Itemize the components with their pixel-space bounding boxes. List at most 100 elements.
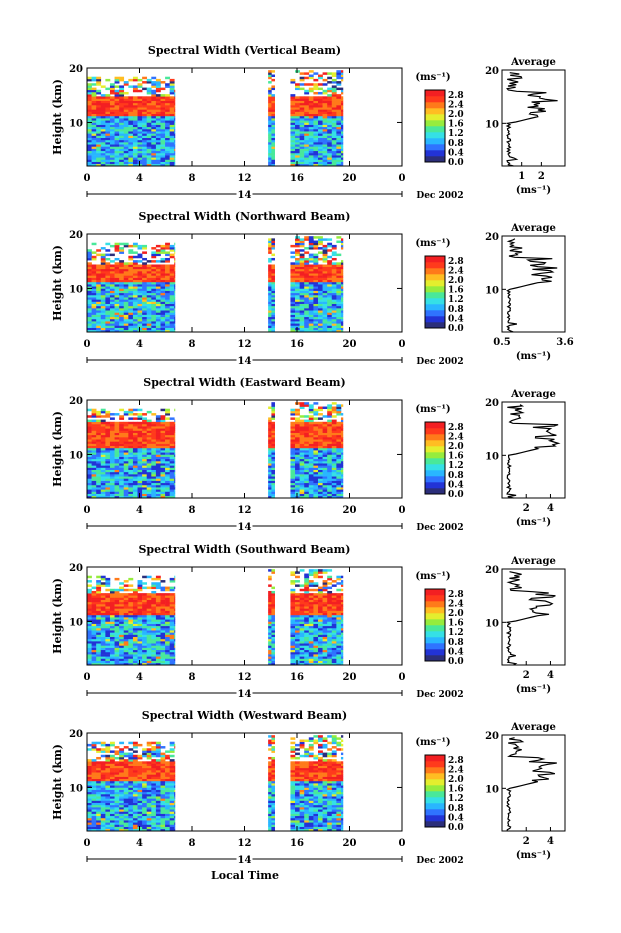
heatmap-cell <box>161 433 166 435</box>
heatmap-cell <box>290 125 295 127</box>
heatmap-cell <box>165 621 170 623</box>
heatmap-cell <box>138 645 143 647</box>
heatmap-cell <box>161 103 166 105</box>
heatmap-cell <box>268 426 272 428</box>
heatmap-cell <box>304 487 309 489</box>
heatmap-cell <box>115 286 120 288</box>
heatmap-cell <box>341 162 343 164</box>
heatmap-cell <box>142 463 147 465</box>
heatmap-cell <box>96 144 101 146</box>
heatmap-cell <box>318 474 323 476</box>
heatmap-cell <box>170 433 175 435</box>
heatmap-cell <box>147 643 152 645</box>
heatmap-cell <box>92 428 97 430</box>
heatmap-cell <box>309 98 314 100</box>
heatmap-cell <box>300 441 305 443</box>
heatmap-cell <box>119 437 124 439</box>
heatmap-cell <box>304 260 309 262</box>
heatmap-cell <box>336 485 341 487</box>
heatmap-cell <box>170 317 175 319</box>
heatmap-cell <box>87 593 92 595</box>
heatmap-cell <box>156 88 161 90</box>
heatmap-cell <box>151 422 156 424</box>
heatmap-cell <box>332 494 337 496</box>
heatmap-cell <box>323 439 328 441</box>
heatmap-cell <box>268 430 272 432</box>
heatmap-cell <box>313 474 318 476</box>
heatmap-cell <box>147 635 152 637</box>
heatmap-cell <box>101 439 106 441</box>
heatmap-cell <box>105 478 110 480</box>
heatmap-cell <box>332 129 337 131</box>
heatmap-cell <box>295 151 300 153</box>
heatmap-cell <box>96 641 101 643</box>
heatmap-cell <box>271 243 275 245</box>
heatmap-cell <box>271 463 275 465</box>
heatmap-cell <box>341 269 343 271</box>
heatmap-cell <box>313 422 318 424</box>
heatmap-cell <box>101 308 106 310</box>
heatmap-cell <box>165 98 170 100</box>
heatmap-cell <box>271 652 275 654</box>
heatmap-cell <box>156 151 161 153</box>
heatmap-cell <box>300 452 305 454</box>
heatmap-cell <box>105 267 110 269</box>
heatmap-cell <box>87 142 92 144</box>
heatmap-cell <box>332 85 337 87</box>
heatmap-cell <box>105 269 110 271</box>
heatmap-cell <box>271 571 275 573</box>
heatmap-cell <box>142 654 147 656</box>
heatmap-cell <box>115 133 120 135</box>
heatmap-cell <box>323 299 328 301</box>
x-tick-label: 8 <box>189 173 196 184</box>
heatmap-cell <box>142 262 147 264</box>
heatmap-cell <box>295 602 300 604</box>
heatmap-cell <box>115 293 120 295</box>
heatmap-cell <box>119 262 124 264</box>
heatmap-cell <box>151 465 156 467</box>
heatmap-cell <box>92 131 97 133</box>
heatmap-cell <box>271 109 275 111</box>
heatmap-cell <box>304 122 309 124</box>
heatmap-cell <box>304 247 309 249</box>
heatmap-cell <box>101 441 106 443</box>
heatmap-cell <box>133 159 138 161</box>
heatmap-cell <box>336 236 341 238</box>
heatmap-cell <box>115 606 120 608</box>
heatmap-cell <box>128 621 133 623</box>
heatmap-cell <box>165 635 170 637</box>
heatmap-cell <box>332 291 337 293</box>
heatmap-cell <box>96 478 101 480</box>
heatmap-cell <box>96 304 101 306</box>
heatmap-cell <box>156 162 161 164</box>
heatmap-cell <box>304 454 309 456</box>
colorbar: 2.82.42.01.61.20.80.40.0 <box>425 422 464 500</box>
heatmap-cell <box>161 293 166 295</box>
heatmap-cell <box>341 306 343 308</box>
heatmap-cell <box>295 306 300 308</box>
heatmap-cell <box>105 88 110 90</box>
heatmap-cell <box>142 267 147 269</box>
heatmap-cell <box>124 476 129 478</box>
heatmap-cell <box>105 652 110 654</box>
heatmap-cell <box>124 422 129 424</box>
heatmap-cell <box>96 107 101 109</box>
heatmap-cell <box>341 70 343 72</box>
heatmap-cell <box>290 481 295 483</box>
y-tick-label: 20 <box>69 396 83 407</box>
heatmap-cell <box>115 131 120 133</box>
heatmap-cell <box>110 481 115 483</box>
heatmap-cell <box>271 241 275 243</box>
heatmap-cell <box>313 402 318 404</box>
heatmap-cell <box>336 107 341 109</box>
heatmap-cell <box>138 476 143 478</box>
heatmap-cell <box>309 88 314 90</box>
heatmap-cell <box>87 127 92 129</box>
heatmap-cell <box>96 129 101 131</box>
heatmap-cell <box>309 114 314 116</box>
heatmap-cell <box>161 280 166 282</box>
heatmap-cell <box>336 264 341 266</box>
heatmap-cell <box>128 656 133 658</box>
heatmap-cell <box>304 107 309 109</box>
heatmap-cell <box>290 450 295 452</box>
